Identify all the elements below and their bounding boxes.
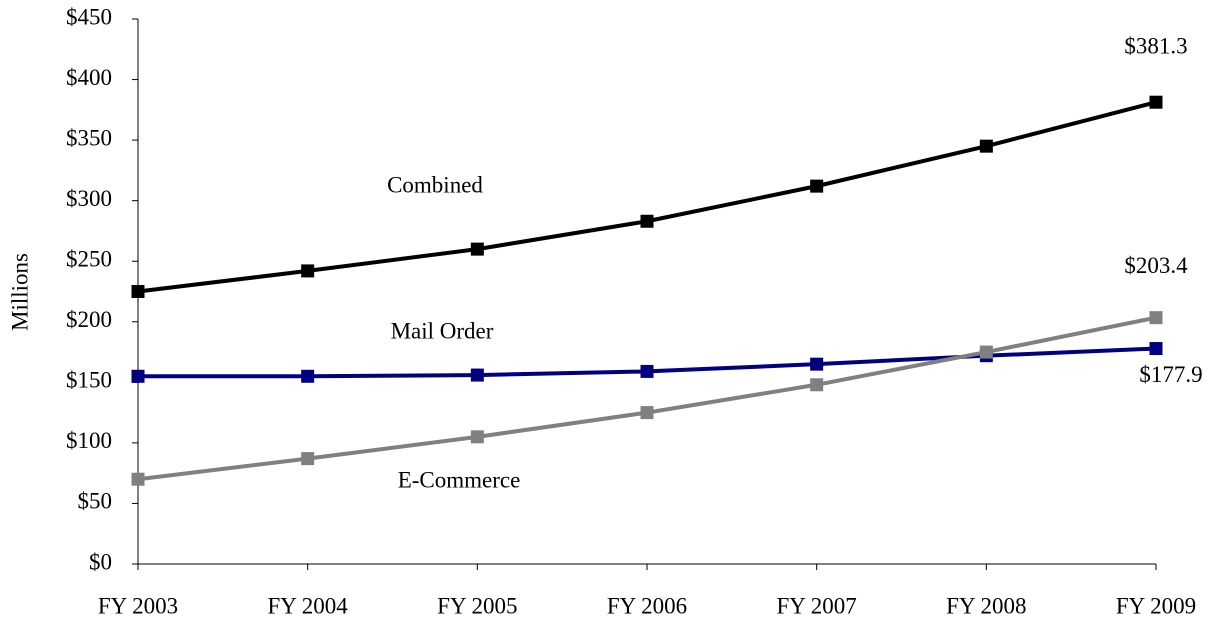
x-tick-label: FY 2004 <box>268 593 349 618</box>
marker <box>131 285 145 298</box>
marker <box>979 139 993 153</box>
y-tick-label: $50 <box>78 489 113 514</box>
data-label: $203.4 <box>1124 253 1188 278</box>
series-label: Mail Order <box>391 318 494 343</box>
y-tick-label: $150 <box>66 368 112 393</box>
marker <box>810 378 824 392</box>
marker <box>640 364 654 378</box>
y-tick-label: $0 <box>89 549 112 574</box>
y-tick-label: $200 <box>66 307 112 332</box>
x-tick-label: FY 2003 <box>98 593 178 618</box>
marker <box>810 179 824 193</box>
marker <box>470 242 484 256</box>
series-label: E-Commerce <box>398 467 521 492</box>
marker <box>979 345 993 359</box>
x-tick-label: FY 2007 <box>777 593 857 618</box>
y-tick-label: $450 <box>66 4 112 29</box>
marker <box>301 264 315 278</box>
y-axis-label: Millions <box>7 253 32 331</box>
marker <box>470 430 484 444</box>
data-label: $381.3 <box>1124 33 1187 58</box>
marker <box>301 452 315 466</box>
marker <box>131 369 145 383</box>
y-tick-label: $300 <box>66 186 112 211</box>
series-line <box>137 100 1157 294</box>
marker <box>810 357 824 371</box>
y-tick-label: $100 <box>66 428 112 453</box>
y-tick-label: $400 <box>66 65 112 90</box>
marker <box>1149 95 1163 109</box>
y-tick-label: $250 <box>66 247 112 272</box>
x-tick-label: FY 2006 <box>607 593 687 618</box>
y-tick-label: $350 <box>66 125 112 150</box>
x-tick-label: FY 2008 <box>946 593 1026 618</box>
x-tick-label: FY 2005 <box>437 593 517 618</box>
marker <box>301 369 315 383</box>
series-label: Combined <box>387 172 483 197</box>
marker <box>131 472 145 486</box>
x-tick-label: FY 2009 <box>1116 593 1196 618</box>
marker <box>470 368 484 382</box>
marker <box>1149 342 1163 356</box>
marker <box>640 406 654 420</box>
data-label: $177.9 <box>1139 362 1202 387</box>
marker <box>1149 311 1163 325</box>
marker <box>640 214 654 228</box>
series-line <box>137 315 1157 482</box>
